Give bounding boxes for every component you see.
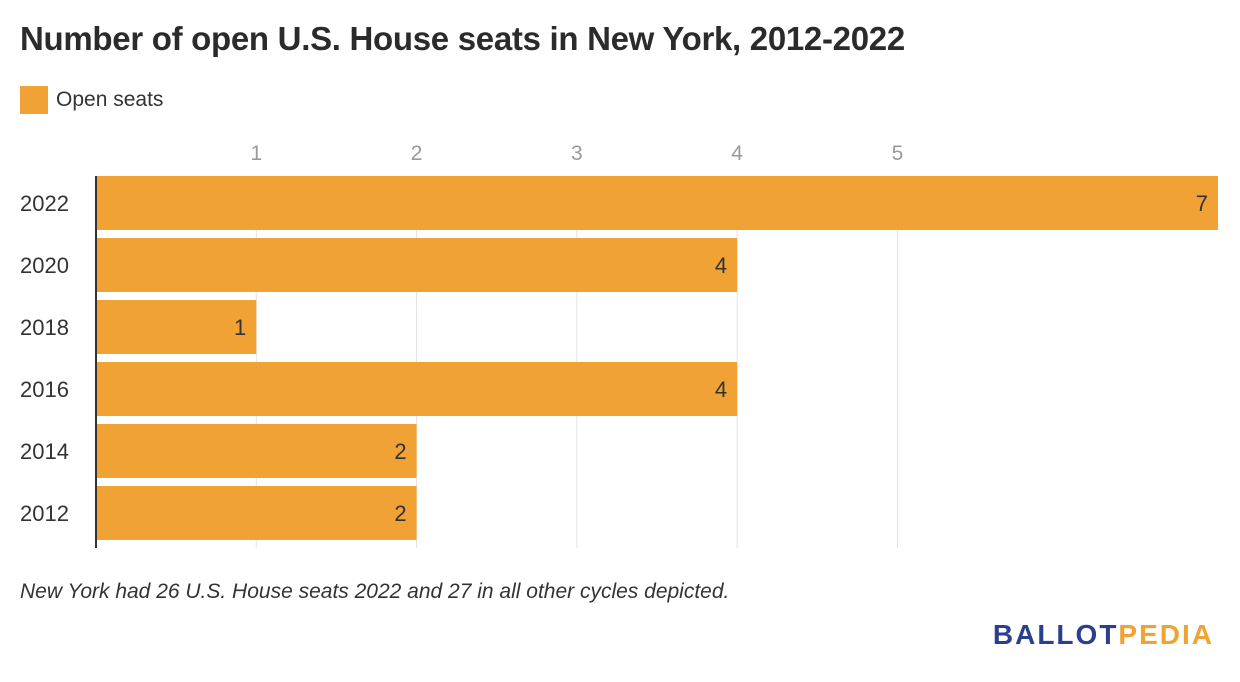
category-label-2018: 2018 — [20, 315, 69, 340]
ballotpedia-logo: BALLOTPEDIA — [993, 619, 1214, 651]
legend: Open seats — [20, 86, 163, 114]
bar-2018 — [96, 300, 257, 354]
data-label-2012: 2 — [394, 501, 406, 526]
data-label-2022: 7 — [1196, 191, 1208, 216]
category-label-2022: 2022 — [20, 191, 69, 216]
bar-2020 — [96, 238, 738, 292]
bar-2014 — [96, 424, 417, 478]
x-tick-label-4: 4 — [731, 142, 743, 165]
x-tick-label-5: 5 — [892, 142, 904, 165]
bar-chart: 1 2 3 4 5 2022 7 2020 4 2018 1 2016 4 2014 2 2012 2 — [20, 142, 1218, 548]
x-tick-label-2: 2 — [411, 142, 423, 165]
data-label-2020: 4 — [715, 253, 727, 278]
chart-title: Number of open U.S. House seats in New Y… — [20, 20, 905, 57]
category-label-2016: 2016 — [20, 377, 69, 402]
legend-label: Open seats — [56, 88, 164, 111]
data-label-2014: 2 — [394, 439, 406, 464]
bar-2012 — [96, 486, 417, 540]
bar-2016 — [96, 362, 738, 416]
x-tick-label-3: 3 — [571, 142, 583, 165]
logo-part-1: BALLOT — [992, 619, 1119, 650]
data-label-2016: 4 — [715, 377, 727, 402]
category-label-2012: 2012 — [20, 501, 69, 526]
legend-swatch — [20, 86, 48, 114]
category-label-2020: 2020 — [20, 253, 69, 278]
bar-2022 — [96, 176, 1218, 230]
x-tick-label-1: 1 — [250, 142, 262, 165]
chart-note: New York had 26 U.S. House seats 2022 an… — [20, 580, 730, 603]
data-label-2018: 1 — [234, 315, 246, 340]
category-label-2014: 2014 — [20, 439, 69, 464]
logo-part-2: PEDIA — [1118, 619, 1214, 650]
